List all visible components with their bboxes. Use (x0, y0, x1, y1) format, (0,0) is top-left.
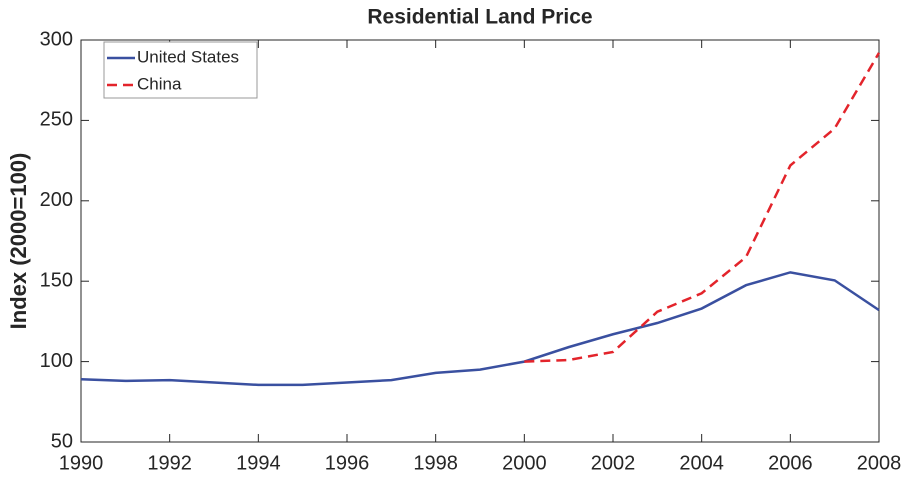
y-tick-label: 100 (40, 350, 73, 372)
x-tick-label: 2006 (768, 452, 813, 474)
x-tick-label: 1994 (236, 452, 281, 474)
plot-frame (80, 39, 880, 443)
y-tick-label: 50 (51, 430, 73, 452)
x-tick-label: 2000 (502, 452, 547, 474)
y-tick-label: 150 (40, 269, 73, 291)
x-tick-label: 1992 (147, 452, 192, 474)
x-tick-label: 2008 (857, 452, 902, 474)
data-line (80, 271, 880, 387)
legend-label: China (137, 74, 182, 93)
x-tick-label: 1990 (59, 452, 104, 474)
x-tick-label: 1996 (325, 452, 370, 474)
data-line (524, 52, 881, 363)
x-tick-label: 2002 (591, 452, 636, 474)
x-tick-label: 2004 (679, 452, 724, 474)
y-tick-label: 250 (40, 109, 73, 131)
y-tick-label: 200 (40, 189, 73, 211)
y-axis-label: Index (2000=100) (6, 153, 31, 330)
legend-box (103, 41, 258, 99)
chart-title: Residential Land Price (367, 6, 592, 29)
legend-label: United States (137, 47, 239, 66)
x-tick-label: 1998 (413, 452, 458, 474)
y-tick-label: 300 (40, 28, 73, 50)
